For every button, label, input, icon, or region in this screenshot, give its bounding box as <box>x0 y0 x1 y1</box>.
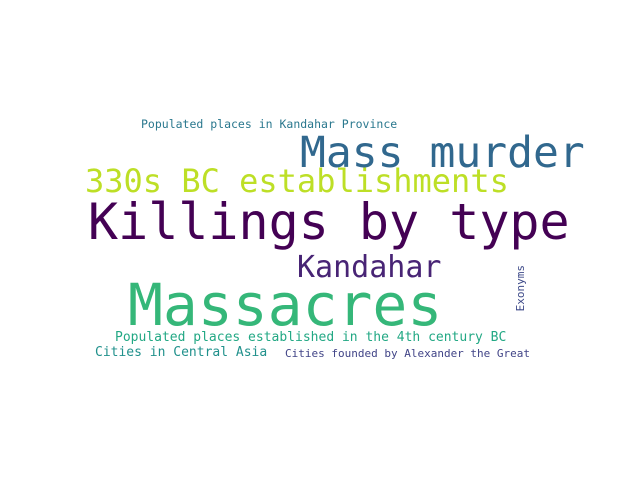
word-exonyms: Exonyms <box>514 265 527 312</box>
word-kandahar: Kandahar <box>297 250 442 285</box>
word-330s-bc-establishments: 330s BC establishments <box>85 162 509 200</box>
word-mass-murder: Mass murder <box>300 128 585 178</box>
word-populated-places-in-kandahar-province: Populated places in Kandahar Province <box>141 117 398 131</box>
word-massacres: Massacres <box>128 271 443 339</box>
word-cities-in-central-asia: Cities in Central Asia <box>95 345 268 360</box>
word-killings-by-type: Killings by type <box>88 193 570 251</box>
word-populated-places-established-in-the-4th-century-bc: Populated places established in the 4th … <box>115 330 507 345</box>
word-cities-founded-by-alexander-the-great: Cities founded by Alexander the Great <box>285 347 531 360</box>
